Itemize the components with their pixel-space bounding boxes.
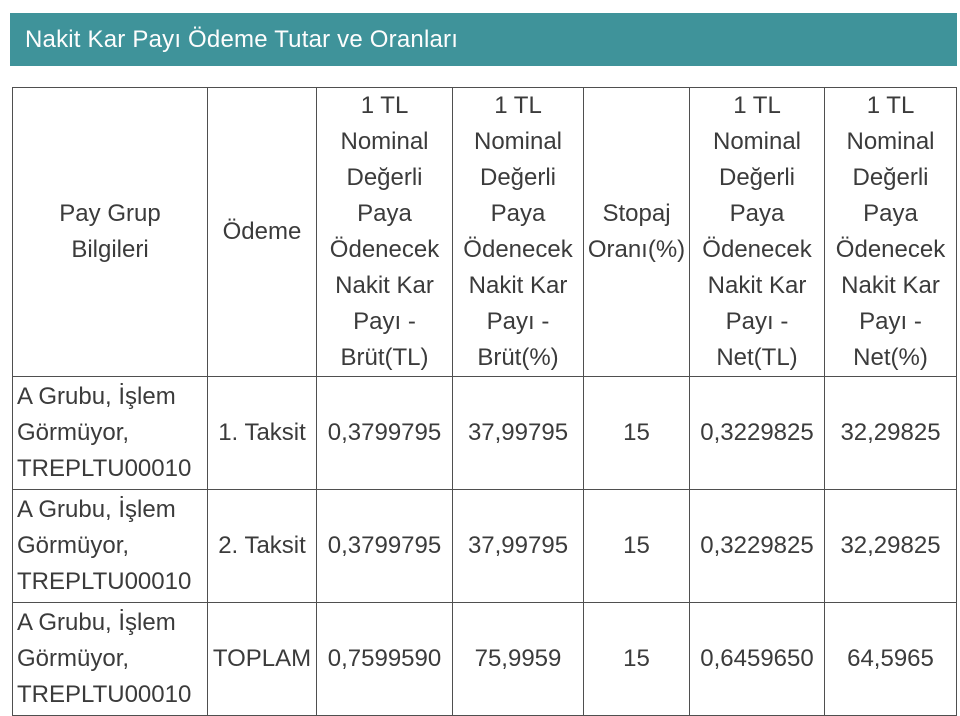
column-header-pay-grup-bilgileri: Pay Grup Bilgileri <box>12 87 208 377</box>
cell-brut-pct: 37,99795 <box>452 376 584 490</box>
cell-brut-pct: 75,9959 <box>452 602 584 716</box>
cell-odeme: 2. Taksit <box>207 489 317 603</box>
cell-brut-tl: 0,7599590 <box>316 602 453 716</box>
cell-stopaj: 15 <box>583 376 690 490</box>
column-header-brut-tl: 1 TL Nominal Değerli Paya Ödenecek Nakit… <box>316 87 453 377</box>
cell-net-tl: 0,3229825 <box>689 489 825 603</box>
cell-brut-tl: 0,3799795 <box>316 489 453 603</box>
cell-pay-group: A Grubu, İşlem Görmüyor, TREPLTU00010 <box>12 602 208 716</box>
section-title-bar: Nakit Kar Payı Ödeme Tutar ve Oranları <box>10 13 957 66</box>
cell-brut-pct: 37,99795 <box>452 489 584 603</box>
column-header-net-pct: 1 TL Nominal Değerli Paya Ödenecek Nakit… <box>824 87 957 377</box>
cell-net-tl: 0,6459650 <box>689 602 825 716</box>
cell-pay-group: A Grubu, İşlem Görmüyor, TREPLTU00010 <box>12 489 208 603</box>
table-header-row: Pay Grup Bilgileri Ödeme 1 TL Nominal De… <box>12 87 957 377</box>
cell-pay-group: A Grubu, İşlem Görmüyor, TREPLTU00010 <box>12 376 208 490</box>
cell-stopaj: 15 <box>583 602 690 716</box>
column-header-net-tl: 1 TL Nominal Değerli Paya Ödenecek Nakit… <box>689 87 825 377</box>
cell-brut-tl: 0,3799795 <box>316 376 453 490</box>
table-row: A Grubu, İşlem Görmüyor, TREPLTU00010 TO… <box>12 602 957 716</box>
dividend-table-container: Pay Grup Bilgileri Ödeme 1 TL Nominal De… <box>12 87 957 716</box>
table-row: A Grubu, İşlem Görmüyor, TREPLTU00010 1.… <box>12 376 957 490</box>
table-row: A Grubu, İşlem Görmüyor, TREPLTU00010 2.… <box>12 489 957 603</box>
cell-odeme: 1. Taksit <box>207 376 317 490</box>
page-title: Nakit Kar Payı Ödeme Tutar ve Oranları <box>25 25 459 53</box>
column-header-brut-pct: 1 TL Nominal Değerli Paya Ödenecek Nakit… <box>452 87 584 377</box>
cell-net-pct: 64,5965 <box>824 602 957 716</box>
cell-net-tl: 0,3229825 <box>689 376 825 490</box>
cell-stopaj: 15 <box>583 489 690 603</box>
cell-net-pct: 32,29825 <box>824 489 957 603</box>
column-header-odeme: Ödeme <box>207 87 317 377</box>
dividend-table: Pay Grup Bilgileri Ödeme 1 TL Nominal De… <box>12 87 957 716</box>
cell-net-pct: 32,29825 <box>824 376 957 490</box>
column-header-stopaj-orani: Stopaj Oranı(%) <box>583 87 690 377</box>
cell-odeme: TOPLAM <box>207 602 317 716</box>
